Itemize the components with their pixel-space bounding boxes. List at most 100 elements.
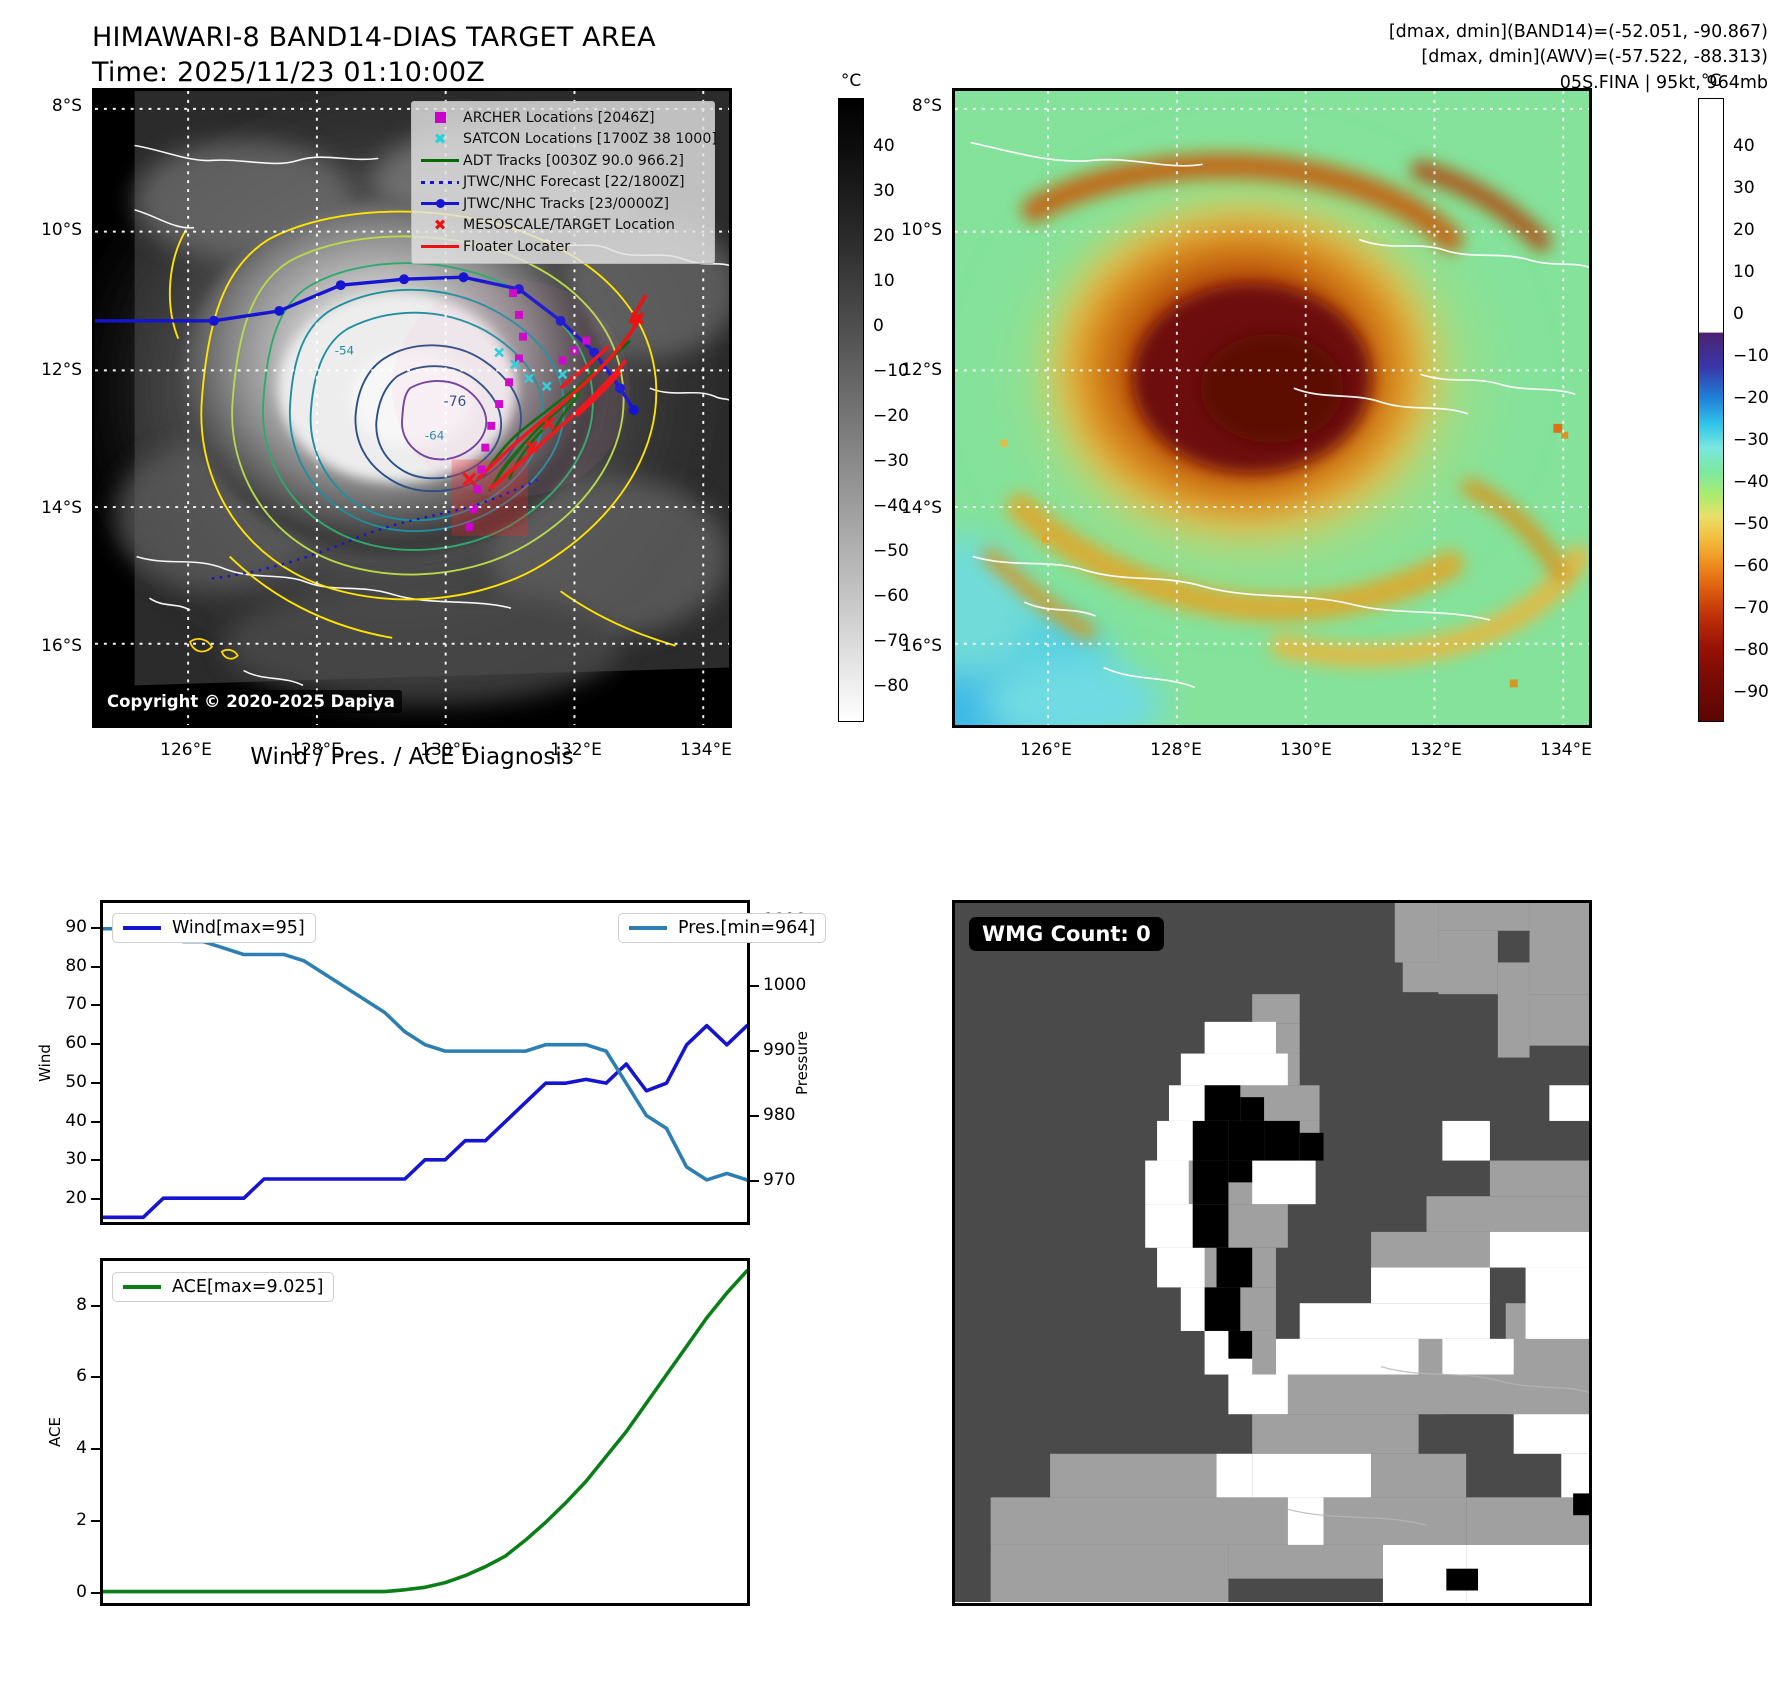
ace-plot-area [103,1268,747,1594]
ir-cbtick-9: −50 [873,541,909,561]
right-tickmark-980 [750,1114,759,1117]
ir-cbtick-7: −30 [873,451,909,471]
left-tickmark-30 [91,1159,100,1162]
awv-ytick-1: 10°S [901,220,942,240]
wmg-count-badge: WMG Count: 0 [969,917,1164,951]
legend-item-jtwc-tracks: JTWC/NHC Tracks [23/0000Z] [417,193,707,215]
ace-chart[interactable] [100,1258,750,1606]
left-tick-70: 70 [65,994,87,1015]
left-tick-0: 0 [76,1581,87,1602]
ir-ytick-1: 10°S [41,220,82,240]
left-tick-6: 6 [76,1366,87,1387]
awv-cbtick-11: −70 [1733,598,1769,618]
left-tick-40: 40 [65,1110,87,1131]
right-tickmark-1000 [750,984,759,987]
awv-xtick-4: 134°E [1540,740,1592,760]
awv-cbtick-13: −90 [1733,682,1769,702]
awv-xtick-3: 132°E [1410,740,1462,760]
ir-ytick-0: 8°S [51,96,82,116]
awv-xtick-2: 130°E [1280,740,1332,760]
legend-label-satcon: SATCON Locations [1700Z 38 1000] [463,131,717,148]
awv-colorbar-title: °C [1700,71,1722,91]
right-tickmark-990 [750,1049,759,1052]
ir-ytick-3: 14°S [41,498,82,518]
jtwc-track-line-icon [417,198,463,208]
adt-line-icon [417,159,463,163]
ir-ytick-2: 12°S [41,360,82,380]
storm-summary-text: 05S.FINA | 95kt, 964mb [1559,72,1768,93]
ir-cbtick-6: −20 [873,406,909,426]
awv-xtick-1: 128°E [1150,740,1202,760]
pressure-legend-label: Pres.[min=964] [678,918,816,938]
awv-satellite-panel[interactable] [952,88,1592,728]
left-tick-2: 2 [76,1509,87,1530]
legend-item-mesoscale: ✖ MESOSCALE/TARGET Location [417,215,707,237]
left-tick-30: 30 [65,1149,87,1170]
wind-legend: Wind[max=95] [112,913,316,943]
ir-cbtick-2: 20 [873,226,895,246]
left-tickmark-90 [91,927,100,930]
copyright-notice: Copyright © 2020-2025 Dapiya [100,690,402,713]
satcon-x-icon: ✖ [433,129,447,148]
right-tick-980: 980 [763,1104,796,1125]
legend-label-mesoscale: MESOSCALE/TARGET Location [463,217,675,234]
left-tickmark-8 [91,1304,100,1307]
awv-xtick-0: 126°E [1020,740,1072,760]
awv-colorbar: °C 40 30 20 10 0 −10 −20 −30 −40 −50 −60… [1698,71,1769,722]
ir-cbtick-3: 10 [873,271,895,291]
dmax-band14-text: [dmax, dmin](BAND14)=(-52.051, -90.867) [1388,22,1768,42]
ir-cbtick-4: 0 [873,316,884,336]
ace-legend: ACE[max=9.025] [112,1272,335,1302]
ir-cbtick-12: −80 [873,676,909,696]
left-tick-60: 60 [65,1033,87,1054]
left-tickmark-4 [91,1448,100,1451]
page-timestamp: Time: 2025/11/23 01:10:00Z [92,57,485,89]
left-tick-8: 8 [76,1294,87,1315]
metadata-block: [dmax, dmin](BAND14)=(-52.051, -90.867) … [1389,20,1768,96]
awv-cbtick-3: 10 [1733,262,1755,282]
ir-cbtick-10: −60 [873,586,909,606]
legend-item-jtwc-forecast: JTWC/NHC Forecast [22/1800Z] [417,172,707,194]
legend-label-adt: ADT Tracks [0030Z 90.0 966.2] [463,152,684,169]
wmg-panel[interactable]: WMG Count: 0 [952,900,1592,1606]
awv-image-canvas [955,91,1589,725]
ir-cbtick-1: 30 [873,181,895,201]
wmg-image-canvas [955,903,1589,1603]
left-tick-20: 20 [65,1187,87,1208]
ace-line-swatch [123,1284,161,1290]
contour-label: -76 [444,394,467,410]
wind-line-swatch [123,925,161,931]
right-tickmark-970 [750,1179,759,1182]
ir-colorbar-title: °C [840,71,862,91]
left-tickmark-2 [91,1519,100,1522]
ir-image-canvas: -76 -54 -64 [95,91,729,725]
ir-cbtick-11: −70 [873,631,909,651]
svg-text:-64: -64 [425,429,444,443]
awv-cbtick-9: −50 [1733,514,1769,534]
ir-ytick-4: 16°S [41,636,82,656]
wind-pressure-chart[interactable] [100,900,750,1225]
right-tick-990: 990 [763,1039,796,1060]
awv-cbtick-8: −40 [1733,472,1769,492]
legend-label-jtwc-tracks: JTWC/NHC Tracks [23/0000Z] [463,195,670,212]
map-legend: ARCHER Locations [2046Z] ✖ SATCON Locati… [411,101,717,264]
left-tickmark-50 [91,1081,100,1084]
ir-cbtick-8: −40 [873,496,909,516]
ace-axis-title: ACE [45,1417,64,1447]
right-tick-970: 970 [763,1169,796,1190]
awv-cbtick-7: −30 [1733,430,1769,450]
pressure-line-swatch [629,925,667,931]
awv-cbtick-12: −80 [1733,640,1769,660]
ir-cbtick-5: −10 [873,361,909,381]
left-tickmark-70 [91,1004,100,1007]
svg-text:-54: -54 [335,344,354,358]
left-tick-80: 80 [65,955,87,976]
ir-satellite-panel[interactable]: -76 -54 -64 [92,88,732,728]
awv-ytick-0: 8°S [911,96,942,116]
mesoscale-x-icon: ✖ [433,215,447,234]
awv-cbtick-4: 0 [1733,304,1744,324]
right-tick-1000: 1000 [763,974,807,995]
pressure-axis-title: Pressure [792,1030,811,1095]
awv-cbtick-10: −60 [1733,556,1769,576]
wind-legend-label: Wind[max=95] [172,918,305,938]
